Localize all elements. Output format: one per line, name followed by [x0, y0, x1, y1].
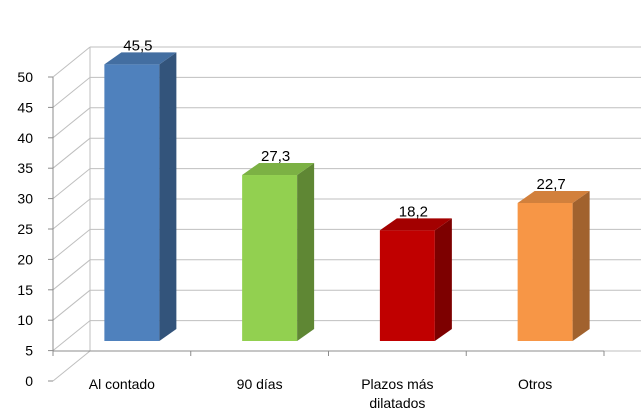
- y-tick-label: 45: [17, 99, 33, 115]
- side-wall-gridline: [52, 350, 91, 382]
- data-label: 45,5: [123, 37, 152, 54]
- side-wall-gridline: [52, 107, 91, 139]
- y-tick-label: 25: [17, 221, 33, 237]
- bar-top: [242, 163, 315, 176]
- category-label-line: Plazos más: [361, 376, 433, 392]
- side-wall-gridline: [52, 259, 91, 291]
- category-label: Al contado: [89, 376, 155, 392]
- y-tick-label: 35: [17, 160, 33, 176]
- bar-top: [517, 190, 590, 203]
- bar-top: [104, 52, 177, 65]
- bar-front: [242, 175, 298, 341]
- y-tick-label: 15: [17, 282, 33, 298]
- data-label: 18,2: [399, 203, 428, 220]
- bar-side: [434, 218, 452, 341]
- category-label: 90 días: [237, 376, 283, 392]
- bar-side: [572, 190, 590, 341]
- y-tick-label: 5: [25, 343, 33, 359]
- side-wall-gridline: [52, 289, 91, 321]
- bar-front: [379, 230, 435, 341]
- y-tick-label: 0: [25, 373, 33, 389]
- category-label-line: Al contado: [89, 376, 155, 392]
- side-wall-gridline: [52, 229, 91, 260]
- data-label: 22,7: [537, 176, 566, 193]
- side-wall-gridline: [52, 168, 91, 199]
- bar-side: [159, 52, 177, 342]
- category-label: Otros: [518, 376, 552, 392]
- bar-side: [297, 163, 315, 341]
- y-tick-label: 10: [17, 312, 33, 328]
- category-label-line: Otros: [518, 376, 552, 392]
- category-label-line: 90 días: [237, 376, 283, 392]
- side-wall-gridline: [52, 137, 91, 169]
- y-tick-label: 30: [17, 191, 33, 207]
- side-wall-gridline: [52, 77, 91, 108]
- bar-top: [379, 218, 452, 231]
- y-tick-label: 20: [17, 251, 33, 267]
- category-label: Plazos más dilatados: [361, 376, 433, 411]
- y-tick-label: 50: [17, 69, 33, 85]
- bar-front: [517, 202, 573, 341]
- side-wall-gridline: [52, 46, 91, 78]
- category-label-line: dilatados: [369, 395, 425, 411]
- data-label: 27,3: [261, 148, 290, 165]
- side-wall-gridline: [52, 198, 91, 230]
- y-tick-label: 40: [17, 130, 33, 146]
- side-wall-gridline: [52, 320, 91, 351]
- bar-front: [104, 64, 160, 342]
